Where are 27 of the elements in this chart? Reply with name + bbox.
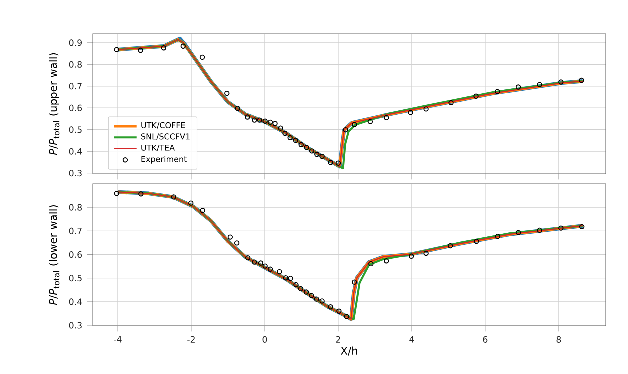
x-tick-label: 8 xyxy=(556,336,562,343)
y-tick-label: 0.4 xyxy=(69,148,82,155)
x-tick-label: -2 xyxy=(188,336,195,343)
y-tick-label: 0.3 xyxy=(69,322,82,329)
y-tick-label: 0.6 xyxy=(69,104,82,112)
y-tick-label: 0.5 xyxy=(69,126,82,134)
legend-label: UTK/TEA xyxy=(142,144,176,152)
x-axis-title: X/h xyxy=(340,346,358,356)
legend-label: Experiment xyxy=(142,156,187,164)
y-tick-label: 0.4 xyxy=(69,298,82,306)
y-axis-title: P/P$_{total}$ (upper wall) xyxy=(49,53,60,156)
x-tick-label: 4 xyxy=(410,336,414,343)
legend-label: SNL/SCCFV1 xyxy=(141,134,190,140)
y-tick-label: 0.9 xyxy=(69,40,82,46)
y-tick-label: 0.8 xyxy=(69,204,82,211)
x-tick-label: 2 xyxy=(336,336,340,343)
y-tick-label: 0.5 xyxy=(69,275,82,282)
y-tick-label: 0.7 xyxy=(69,83,82,90)
x-tick-label: -4 xyxy=(114,336,122,343)
x-tick-label: 6 xyxy=(483,336,488,343)
y-tick-label: 0.8 xyxy=(69,61,82,68)
y-tick-label: 0.7 xyxy=(69,228,82,234)
y-axis-title: P/P$_{total}$ (lower wall) xyxy=(49,205,60,306)
legend-label: UTK/COFFE xyxy=(142,122,186,130)
y-tick-label: 0.6 xyxy=(69,251,82,258)
x-tick-label: 0 xyxy=(262,336,268,343)
y-tick-label: 0.3 xyxy=(69,170,82,177)
